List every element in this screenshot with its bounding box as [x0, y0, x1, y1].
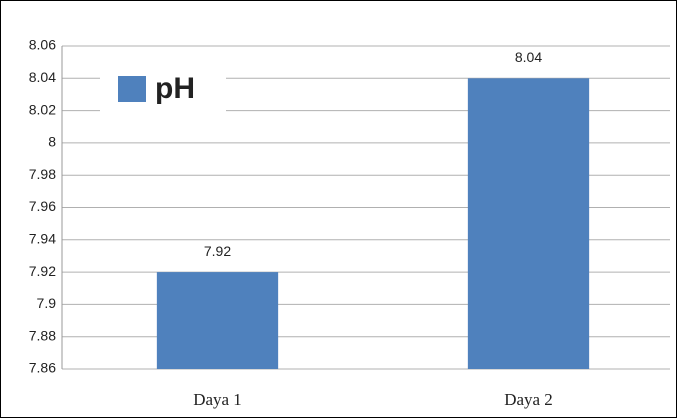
legend-label: pH: [155, 72, 195, 105]
y-tick-label: 7.92: [29, 263, 56, 279]
bar: [156, 272, 279, 369]
x-tick-label: Daya 1: [193, 390, 242, 409]
bar: [467, 78, 590, 370]
y-tick-label: 7.98: [29, 166, 56, 182]
y-tick-label: 7.88: [29, 327, 56, 343]
y-tick-label: 8.04: [29, 69, 56, 85]
x-tick-label: Daya 2: [504, 390, 553, 409]
y-tick-label: 7.96: [29, 198, 56, 214]
y-tick-label: 7.94: [29, 231, 56, 247]
y-tick-label: 8.06: [29, 37, 56, 53]
y-tick-label: 8.02: [29, 101, 56, 117]
y-tick-label: 8: [48, 134, 56, 150]
y-tick-label: 7.86: [29, 360, 56, 376]
y-tick-label: 7.9: [37, 295, 57, 311]
data-label: 7.92: [204, 243, 231, 259]
data-label: 8.04: [515, 49, 542, 65]
legend-swatch: [118, 76, 146, 102]
